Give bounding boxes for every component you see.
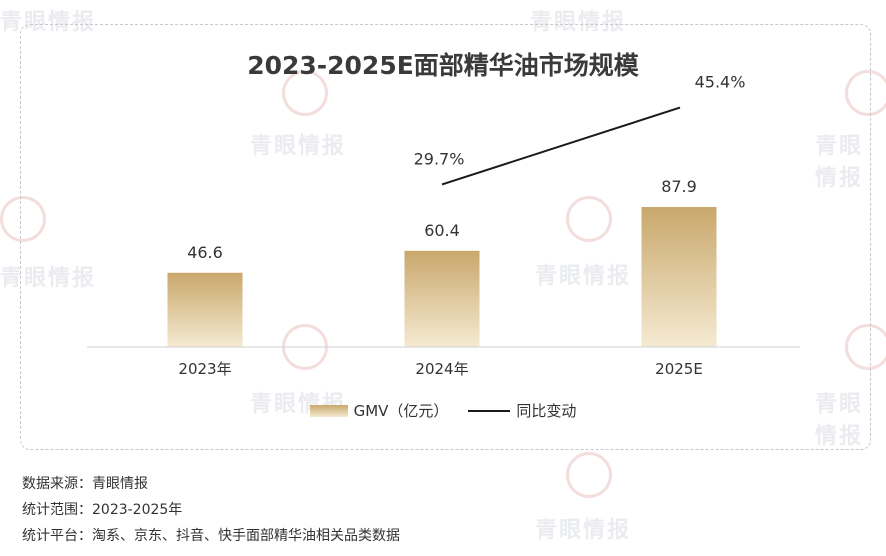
- category-label-1: 2024年: [415, 360, 468, 378]
- category-label-2: 2025E: [655, 360, 703, 378]
- chart-title: 2023-2025E面部精华油市场规模: [247, 51, 639, 80]
- market-size-chart: 46.6 60.4 87.9 2023年 2024年 2025E 29.7% 45.4%: [87, 73, 800, 378]
- bar-2: [641, 207, 717, 347]
- bar-value-label-2: 87.9: [661, 177, 697, 196]
- yoy-line: [441, 106, 681, 186]
- chart-card: [20, 24, 871, 450]
- yoy-value-label-2: 45.4%: [695, 73, 746, 92]
- footnotes: 数据来源：青眼情报 统计范围：2023-2025年 统计平台：淘系、京东、抖音、…: [22, 474, 400, 552]
- legend-label-gmv: GMV（亿元）: [353, 402, 449, 420]
- note-range: 统计范围：2023-2025年: [22, 502, 183, 518]
- watermark-logo-icon: [0, 196, 46, 242]
- watermark-logo-icon: [566, 196, 612, 242]
- chart-legend: GMV（亿元） 同比变动: [0, 400, 886, 421]
- note-platform: 统计平台：淘系、京东、抖音、快手面部精华油相关品类数据: [22, 528, 400, 544]
- yoy-value-label-1: 29.7%: [414, 149, 465, 168]
- watermark-logo-icon: [845, 324, 886, 370]
- bar-value-label-1: 60.4: [424, 221, 460, 240]
- watermark-logo-icon: [282, 70, 328, 116]
- legend-item-yoy: 同比变动: [468, 400, 576, 421]
- watermark-logo-icon: [845, 70, 886, 116]
- bar-1: [404, 250, 480, 347]
- note-source: 数据来源：青眼情报: [22, 476, 148, 492]
- legend-label-yoy: 同比变动: [516, 402, 577, 420]
- legend-line-swatch: [468, 409, 511, 412]
- category-label-0: 2023年: [178, 360, 231, 378]
- watermark-logo-icon: [566, 452, 612, 498]
- watermark-text: 青眼情报: [535, 518, 632, 543]
- legend-item-gmv: GMV（亿元）: [309, 400, 449, 421]
- legend-bar-swatch: [309, 404, 348, 417]
- bar-0: [167, 272, 243, 347]
- bar-value-label-0: 46.6: [187, 243, 223, 262]
